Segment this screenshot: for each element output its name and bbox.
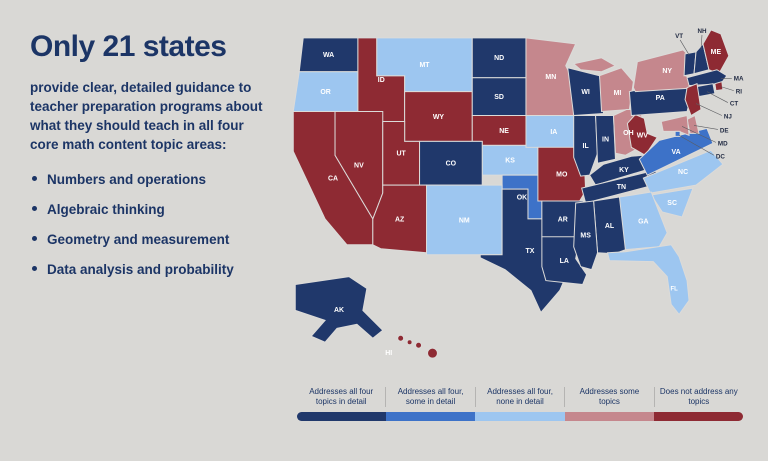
state-ma <box>686 69 728 87</box>
leader-line-md <box>681 126 717 143</box>
state-wi <box>567 67 605 117</box>
state-label-md: MD <box>718 140 728 147</box>
state-label-ri: RI <box>736 89 743 96</box>
bullet-dot <box>32 175 37 181</box>
state-fl <box>606 244 690 316</box>
legend: Addresses all four topics in detail Addr… <box>297 387 743 421</box>
legend-swatch-some-topics <box>564 412 654 421</box>
state-nj <box>684 82 702 117</box>
state-label-ma: MA <box>734 76 744 83</box>
legend-swatch-all-none <box>475 412 565 421</box>
state-in <box>595 114 616 164</box>
state-sc <box>650 187 694 218</box>
topic-item: Algebraic thinking <box>30 201 274 219</box>
topic-label: Algebraic thinking <box>47 201 165 217</box>
leader-line-ri <box>720 86 734 91</box>
state-al <box>593 196 626 255</box>
legend-labels: Addresses all four topics in detail Addr… <box>297 387 743 407</box>
legend-color-bar <box>297 412 743 421</box>
us-choropleth-map: WA OR CA NV ID MT WY UT CO AZ NM ND SD NE KS OK TX MN IA MO… <box>283 24 757 382</box>
page-title: Only 21 states <box>30 30 227 63</box>
state-wa <box>298 37 359 73</box>
state-wy <box>404 91 473 142</box>
state-ak <box>294 276 384 343</box>
bullet-dot <box>32 266 37 272</box>
state-hi <box>397 334 438 359</box>
state-md <box>660 114 690 137</box>
state-label-nj: NJ <box>724 113 733 120</box>
legend-swatch-all-some <box>386 412 476 421</box>
state-mn <box>525 37 577 116</box>
topic-label: Data analysis and probability <box>47 262 234 278</box>
state-nm <box>426 184 503 256</box>
state-ms <box>573 200 599 271</box>
legend-item-all-some: Addresses all four, some in detail <box>385 387 474 407</box>
legend-item-no-topics: Does not address any topics <box>653 387 743 407</box>
leader-line-vt <box>679 39 690 55</box>
topic-item: Data analysis and probability <box>30 261 274 279</box>
state-me <box>702 29 730 75</box>
legend-label: Addresses some topics <box>579 387 640 406</box>
legend-label: Addresses all four, none in detail <box>487 387 553 406</box>
leader-line-de <box>693 125 718 130</box>
bullet-dot <box>32 205 37 211</box>
legend-swatch-no-topics <box>653 412 743 421</box>
state-sd <box>471 77 527 116</box>
state-dc <box>674 130 681 137</box>
intro-panel: Only 21 states provide clear, detailed g… <box>30 30 274 291</box>
state-or <box>292 71 359 113</box>
topic-list: Numbers and operations Algebraic thinkin… <box>30 171 274 280</box>
legend-item-all-detail: Addresses all four topics in detail <box>297 387 385 407</box>
intro-text: provide clear, detailed guidance to teac… <box>30 80 263 152</box>
topic-item: Geometry and measurement <box>30 231 274 249</box>
leader-line-nj <box>695 103 722 116</box>
legend-swatch-all-detail <box>297 412 387 421</box>
legend-item-some-topics: Addresses some topics <box>564 387 653 407</box>
state-label-hi: HI <box>385 350 392 357</box>
legend-label: Addresses all four, some in detail <box>397 387 464 406</box>
state-de <box>686 114 700 134</box>
state-nd <box>471 37 527 79</box>
state-ks <box>481 144 539 176</box>
topic-label: Geometry and measurement <box>47 232 230 247</box>
state-label-ct: CT <box>730 101 739 108</box>
legend-label: Does not address any topics <box>659 387 738 406</box>
state-label-nh: NH <box>697 28 707 35</box>
state-label-de: DE <box>720 127 729 134</box>
legend-label: Addresses all four topics in detail <box>309 387 374 406</box>
bullet-dot <box>32 236 37 241</box>
state-label-vt: VT <box>675 33 683 40</box>
topic-label: Numbers and operations <box>47 171 207 187</box>
state-ri <box>714 81 724 92</box>
legend-item-all-none: Addresses all four, none in detail <box>474 387 564 407</box>
leader-line-dc <box>678 135 715 156</box>
map-shapes <box>292 29 730 359</box>
state-co <box>419 140 483 186</box>
leader-line-ct <box>706 91 728 103</box>
state-il <box>573 114 599 177</box>
leader-line-nh <box>700 34 703 50</box>
topic-item: Numbers and operations <box>30 171 274 189</box>
state-va <box>638 127 714 176</box>
state-nc <box>642 149 724 194</box>
